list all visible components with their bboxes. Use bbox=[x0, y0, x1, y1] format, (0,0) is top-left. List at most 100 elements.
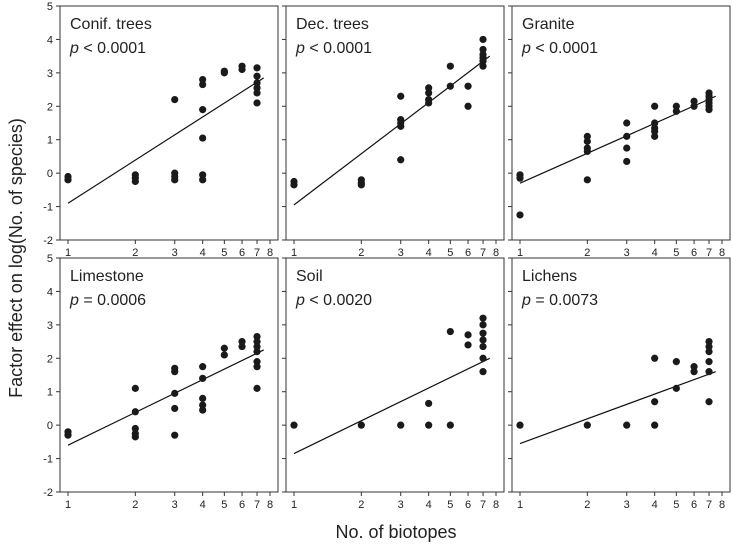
data-point bbox=[623, 132, 631, 140]
data-point bbox=[253, 64, 261, 72]
y-tick-label: -1 bbox=[43, 202, 53, 214]
x-tick-label: 5 bbox=[221, 499, 227, 511]
x-tick-label: 6 bbox=[465, 247, 471, 259]
fit-line bbox=[67, 77, 265, 204]
data-point bbox=[131, 177, 139, 186]
data-point bbox=[253, 348, 261, 356]
x-tick-label: 5 bbox=[673, 247, 679, 259]
data-point bbox=[651, 421, 659, 429]
data-point bbox=[199, 176, 207, 184]
x-tick-label: 8 bbox=[267, 499, 273, 511]
data-point bbox=[464, 341, 472, 349]
fit-line bbox=[67, 349, 264, 446]
data-point bbox=[199, 401, 207, 409]
x-tick-label: 7 bbox=[480, 499, 486, 511]
x-tick-label: 3 bbox=[624, 247, 630, 259]
fit-line bbox=[519, 95, 716, 184]
p-symbol: p bbox=[295, 292, 305, 309]
data-point bbox=[220, 67, 228, 75]
data-point bbox=[131, 408, 139, 416]
data-point bbox=[199, 394, 207, 402]
panel-frame bbox=[511, 5, 731, 241]
data-point bbox=[171, 404, 179, 413]
data-point bbox=[583, 176, 591, 184]
data-point bbox=[171, 431, 179, 439]
p-symbol: p bbox=[69, 40, 79, 57]
data-point bbox=[651, 132, 659, 140]
p-value-text: < 0.0001 bbox=[79, 40, 146, 57]
x-tick-label: 4 bbox=[426, 499, 432, 511]
x-tick-label: 1 bbox=[517, 247, 523, 259]
data-point bbox=[690, 102, 698, 110]
x-tick-label: 5 bbox=[673, 499, 679, 511]
x-tick-label: 1 bbox=[291, 499, 297, 511]
x-tick-label: 8 bbox=[493, 247, 499, 259]
data-point bbox=[672, 358, 680, 366]
data-point bbox=[199, 106, 207, 114]
y-tick-label: 5 bbox=[47, 1, 53, 13]
x-tick-label: 4 bbox=[652, 499, 658, 511]
data-point bbox=[516, 421, 524, 429]
x-tick-label: 4 bbox=[652, 247, 658, 259]
fit-line bbox=[519, 371, 716, 445]
x-tick-label: 7 bbox=[254, 499, 260, 511]
data-point bbox=[690, 368, 698, 376]
data-point bbox=[131, 384, 139, 392]
data-point bbox=[690, 97, 698, 105]
y-tick-label: 2 bbox=[47, 101, 53, 113]
x-tick-label: 8 bbox=[719, 499, 725, 511]
data-point bbox=[479, 35, 487, 44]
data-point bbox=[397, 421, 405, 429]
x-tick-label: 1 bbox=[291, 247, 297, 259]
x-tick-label: 5 bbox=[221, 247, 227, 259]
p-value-text: < 0.0001 bbox=[531, 40, 598, 57]
y-tick-label: 4 bbox=[47, 34, 53, 46]
x-tick-label: 2 bbox=[132, 499, 138, 511]
data-point bbox=[64, 431, 72, 439]
data-point bbox=[238, 62, 246, 70]
data-point bbox=[199, 80, 207, 89]
data-point bbox=[705, 106, 713, 114]
x-tick-label: 8 bbox=[493, 499, 499, 511]
x-tick-label: 6 bbox=[691, 499, 697, 511]
data-point bbox=[479, 342, 487, 351]
x-tick-label: 8 bbox=[267, 247, 273, 259]
panel-title: Conif. trees bbox=[70, 16, 152, 33]
data-point bbox=[705, 398, 713, 406]
data-point bbox=[253, 384, 261, 392]
data-point bbox=[516, 211, 524, 219]
data-point bbox=[479, 62, 487, 70]
panel-p-value: p < 0.0020 bbox=[295, 292, 372, 309]
data-point bbox=[253, 342, 261, 351]
data-point bbox=[516, 174, 524, 182]
data-point bbox=[253, 363, 261, 371]
x-tick-label: 3 bbox=[624, 499, 630, 511]
data-point bbox=[253, 79, 261, 87]
x-tick-label: 2 bbox=[358, 247, 364, 259]
x-tick-label: 6 bbox=[691, 247, 697, 259]
panel-p-value: p < 0.0001 bbox=[295, 40, 372, 57]
data-point bbox=[651, 127, 659, 135]
panel-3: 1 2 3 4 5 6 7 8 Granite p < 0.0001 bbox=[508, 5, 731, 259]
panel-2: 1 2 3 4 5 6 7 8 Dec. trees p < 0.0001 bbox=[282, 5, 505, 259]
data-point bbox=[171, 96, 179, 104]
data-point bbox=[651, 102, 659, 110]
data-point bbox=[64, 176, 72, 184]
data-point bbox=[199, 374, 207, 382]
data-point bbox=[479, 354, 487, 362]
y-tick-label: 1 bbox=[47, 387, 53, 399]
data-point bbox=[425, 421, 433, 429]
data-point bbox=[705, 348, 713, 356]
data-point bbox=[238, 337, 246, 346]
x-tick-label: 6 bbox=[239, 247, 245, 259]
p-value-text: < 0.0020 bbox=[305, 292, 372, 309]
data-point bbox=[651, 354, 659, 362]
x-tick-label: 7 bbox=[254, 247, 260, 259]
p-value-text: = 0.0073 bbox=[531, 292, 598, 309]
data-point bbox=[171, 176, 179, 184]
x-tick-label: 2 bbox=[584, 247, 590, 259]
data-point bbox=[199, 134, 207, 142]
p-symbol: p bbox=[521, 292, 531, 309]
